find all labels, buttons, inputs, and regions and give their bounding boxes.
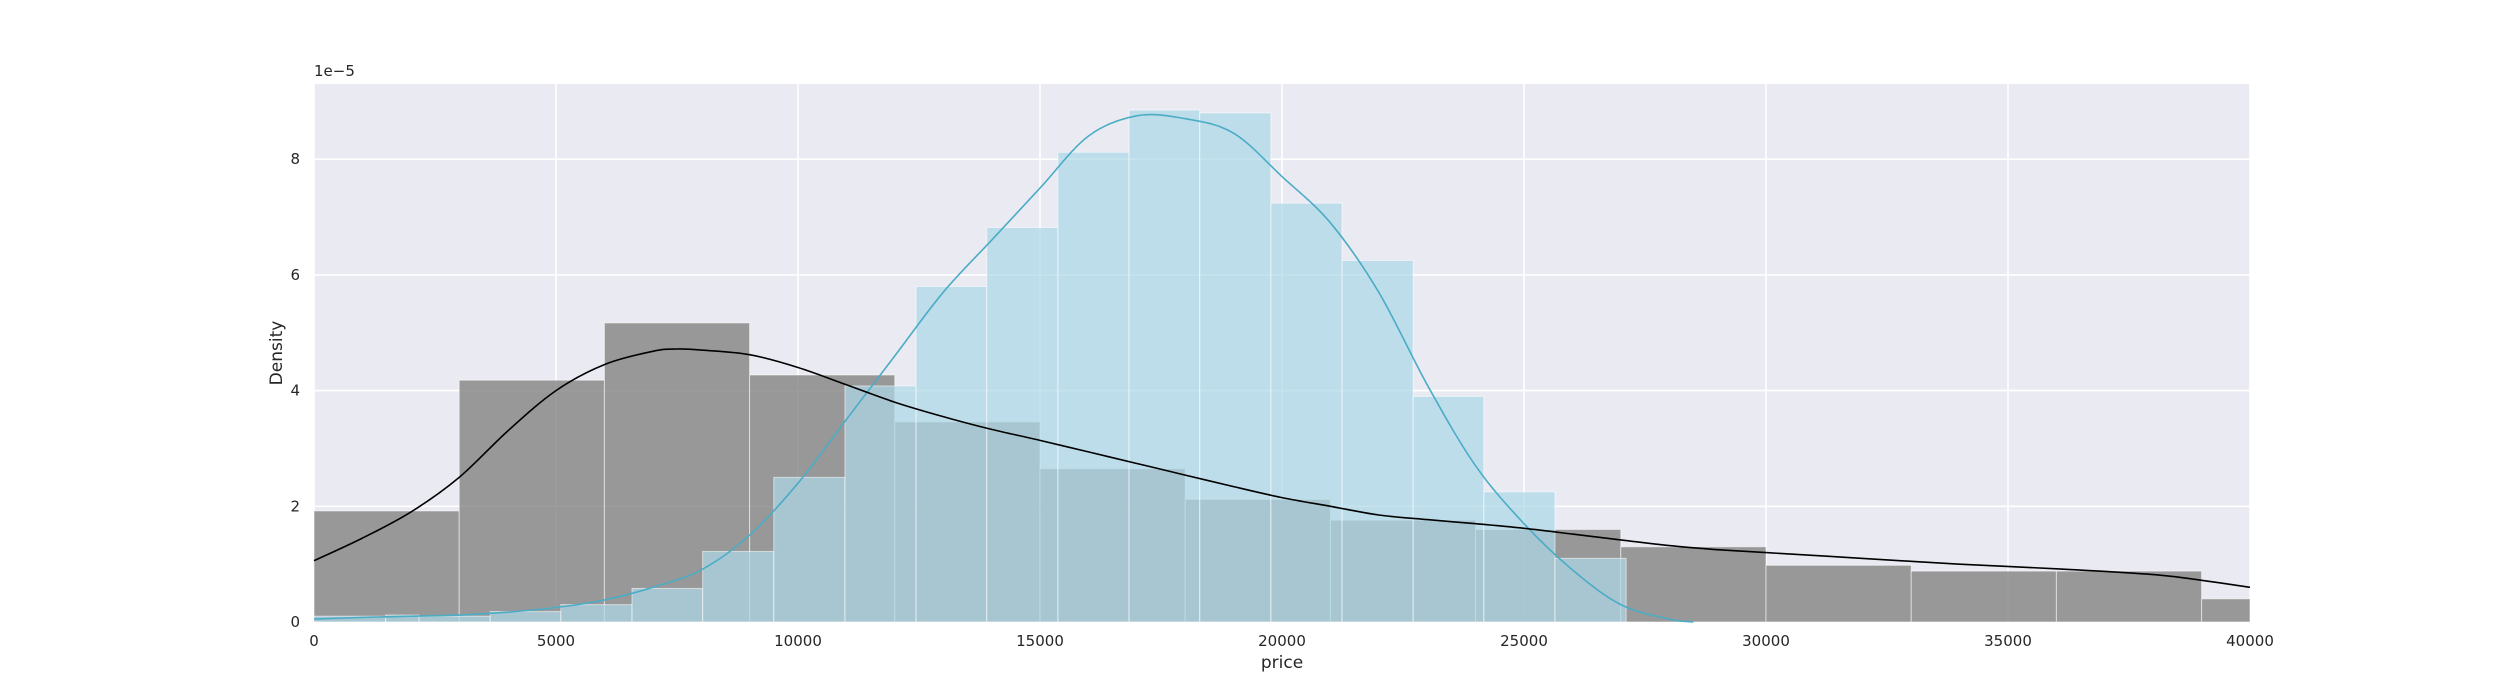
histogram-bar-blue	[1554, 557, 1627, 623]
histogram-bar-gray	[313, 510, 460, 623]
x-tick-label: 5000	[537, 632, 575, 650]
histogram-bar-blue	[1341, 259, 1414, 623]
y-tick-label: 6	[290, 266, 300, 284]
histogram-bar-gray	[2201, 598, 2251, 623]
x-tick-label: 35000	[1984, 632, 2032, 650]
x-tick-label: 0	[309, 632, 319, 650]
y-tick-label: 0	[290, 613, 300, 631]
x-tick-label: 15000	[1016, 632, 1064, 650]
y-axis-label: Density	[267, 321, 287, 386]
histogram-bar-blue	[915, 285, 988, 623]
x-tick-label: 25000	[1500, 632, 1548, 650]
histogram-bar-blue	[844, 385, 917, 623]
y-tick-label: 8	[290, 150, 300, 168]
x-axis-label: price	[1261, 653, 1303, 673]
histogram-bar-gray	[1765, 564, 1912, 623]
histogram-bar-blue	[986, 226, 1059, 623]
histogram-bar-gray	[1910, 570, 2057, 623]
kde-line-black	[313, 348, 2251, 589]
histogram-bar-blue	[418, 615, 491, 623]
histogram-series-blue	[313, 109, 1627, 623]
x-axis-ticks: 0 5000 10000 15000 20000 25000 30000 35000 40000	[309, 632, 2274, 650]
y-axis-ticks: 0 2 4 6 8	[290, 150, 300, 631]
x-tick-label: 40000	[2226, 632, 2274, 650]
histogram-bar-blue	[1270, 202, 1343, 623]
histogram-bar-blue	[1128, 109, 1201, 623]
x-tick-label: 20000	[1258, 632, 1306, 650]
histogram-bar-gray	[2055, 570, 2203, 623]
histogram-bar-blue	[773, 476, 846, 623]
histogram-bar-blue	[702, 550, 775, 623]
histogram-bar-gray	[1620, 546, 1767, 623]
kde-line-blue	[313, 113, 1694, 623]
histogram-bar-blue	[560, 604, 633, 623]
histogram-bar-blue	[1199, 112, 1272, 623]
histogram-bar-blue	[1483, 491, 1556, 623]
histogram-bar-blue	[1412, 395, 1485, 623]
histogram-bar-gray	[458, 379, 605, 623]
y-offset-label: 1e−5	[314, 62, 355, 80]
x-tick-label: 10000	[774, 632, 822, 650]
y-tick-label: 4	[290, 382, 300, 400]
y-tick-label: 2	[290, 497, 300, 515]
histogram-bar-blue	[631, 587, 704, 623]
histogram-bar-blue	[1057, 151, 1130, 623]
x-tick-label: 30000	[1742, 632, 1790, 650]
